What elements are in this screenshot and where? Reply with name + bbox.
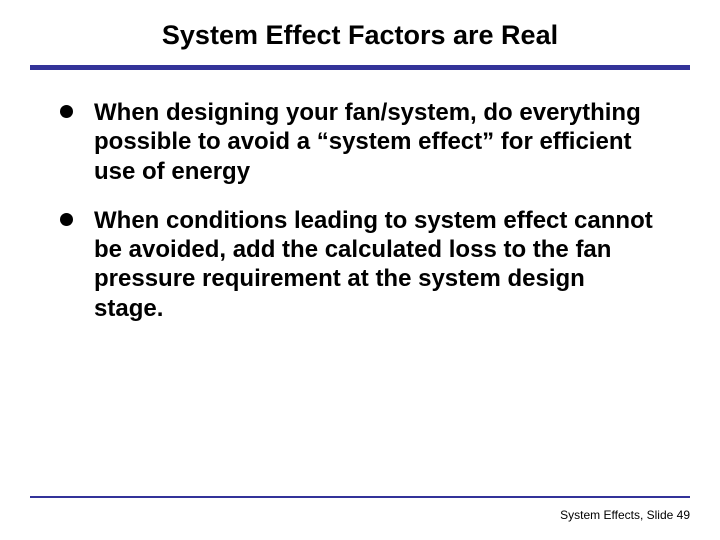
bullet-list: When designing your fan/system, do every…	[60, 98, 660, 323]
bullet-item: When conditions leading to system effect…	[60, 206, 660, 323]
footer-slide-number: 49	[677, 508, 690, 522]
footer-prefix: System Effects, Slide	[560, 508, 677, 522]
slide-title: System Effect Factors are Real	[0, 0, 720, 65]
slide: System Effect Factors are Real When desi…	[0, 0, 720, 540]
slide-footer: System Effects, Slide 49	[560, 508, 690, 522]
bullet-item: When designing your fan/system, do every…	[60, 98, 660, 186]
footer-rule	[30, 496, 690, 498]
slide-body: When designing your fan/system, do every…	[0, 70, 720, 323]
